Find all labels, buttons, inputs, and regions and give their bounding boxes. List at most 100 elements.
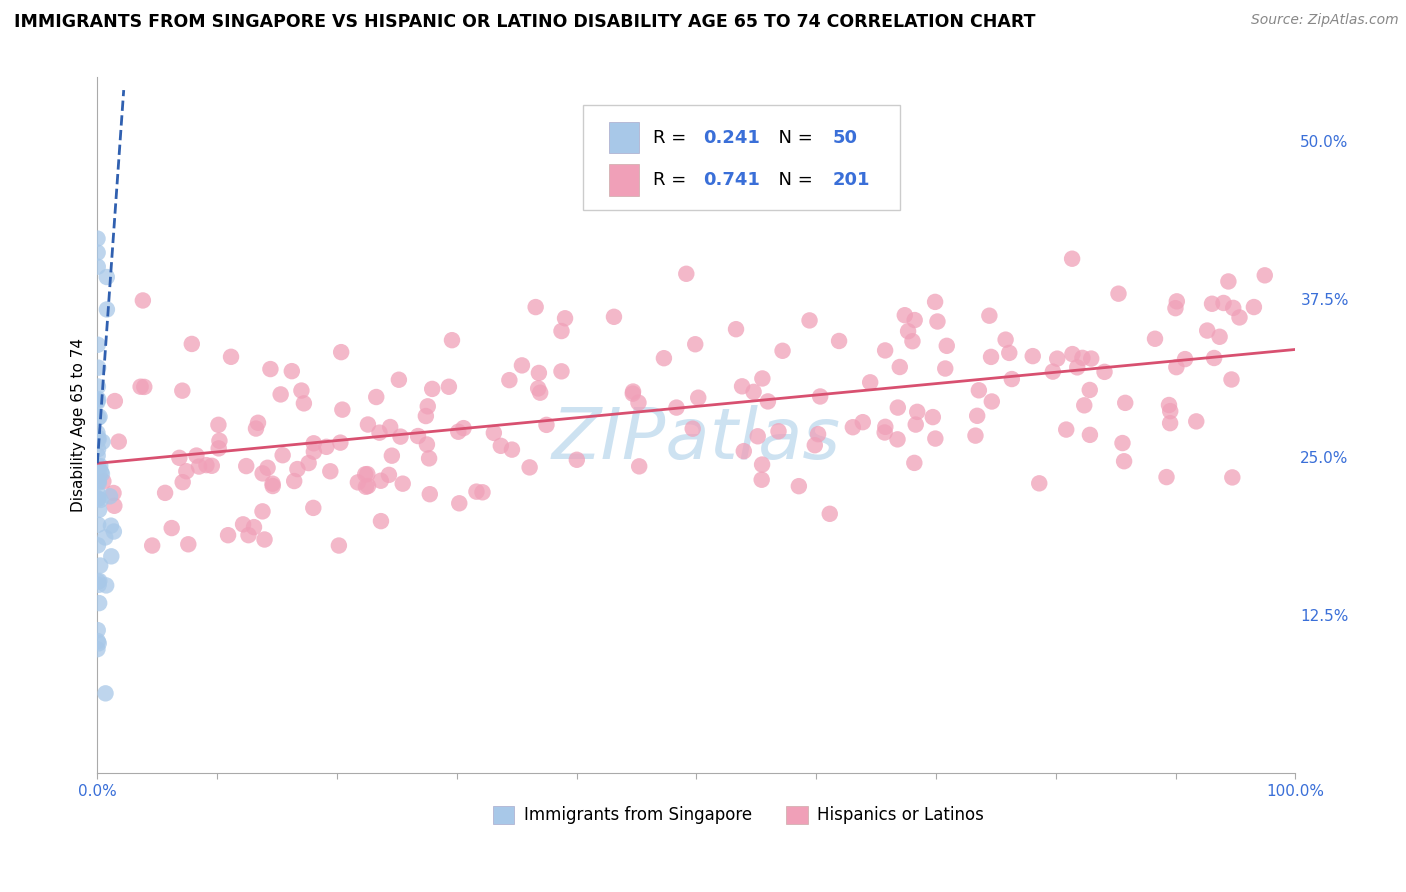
Point [1080,351,1102,366]
Point [921,410,943,425]
Point [281,364,304,378]
Point [980,350,1002,364]
Point [153,486,176,500]
Point [965,428,987,442]
Point [380,420,402,434]
Point [283,474,305,488]
Point [90,465,112,479]
Text: N =: N = [768,171,818,189]
Point [87,433,110,447]
Point [370,514,392,528]
Point [219,350,242,364]
Point [1243,300,1265,314]
Point [1111,436,1133,450]
Point [86,395,108,409]
Point [1114,396,1136,410]
Point [437,380,460,394]
Point [378,467,401,482]
Point [129,380,152,394]
Point [621,384,644,399]
Point [290,384,312,398]
Point [357,479,380,493]
Point [86,425,108,440]
Point [262,476,284,491]
Point [751,371,773,385]
Point [87,392,110,406]
Point [465,484,488,499]
Point [87,474,110,488]
Text: R =: R = [654,128,692,146]
Point [330,345,353,359]
Point [1062,252,1084,266]
Point [904,417,927,432]
Point [683,337,706,351]
Point [897,324,920,338]
Point [86,491,108,506]
Point [627,395,650,409]
Point [808,389,831,403]
Point [366,390,388,404]
Point [195,458,218,472]
Point [107,434,129,449]
Point [550,364,572,378]
Point [172,384,194,398]
Point [235,459,257,474]
FancyBboxPatch shape [609,164,638,195]
Point [901,334,924,349]
Point [747,429,769,443]
Text: 0.241: 0.241 [703,128,761,146]
Point [799,313,821,327]
Point [217,528,239,542]
Point [89,409,111,424]
Point [1157,398,1180,412]
Point [859,376,882,390]
Point [621,386,644,401]
Point [87,636,110,650]
Point [356,467,378,482]
Point [96,302,118,317]
Text: 50: 50 [832,128,858,146]
Point [86,245,108,260]
Point [94,686,117,700]
Point [420,382,443,396]
Point [416,437,439,451]
Point [87,475,110,489]
Point [751,473,773,487]
Point [934,361,956,376]
Point [1208,330,1230,344]
Point [86,449,108,463]
Point [132,293,155,308]
Point [252,504,274,518]
Point [388,373,411,387]
Point [887,401,910,415]
Point [302,444,325,458]
Point [935,339,957,353]
Point [416,400,439,414]
Point [207,417,229,432]
Point [924,294,946,309]
Point [980,394,1002,409]
Point [169,450,191,465]
Point [354,480,377,494]
Point [1222,301,1244,315]
Point [87,486,110,500]
Point [927,314,949,328]
Point [232,517,254,532]
FancyBboxPatch shape [492,806,515,823]
Point [262,479,284,493]
Point [1112,454,1135,468]
Point [270,387,292,401]
Point [1204,351,1226,365]
Point [1156,470,1178,484]
Point [87,634,110,648]
Point [368,425,391,440]
Point [180,337,202,351]
Point [256,460,278,475]
Point [905,405,928,419]
Point [828,334,851,348]
Point [554,311,576,326]
Point [243,520,266,534]
Point [347,475,370,490]
Text: 0.741: 0.741 [703,171,761,189]
Point [419,487,441,501]
